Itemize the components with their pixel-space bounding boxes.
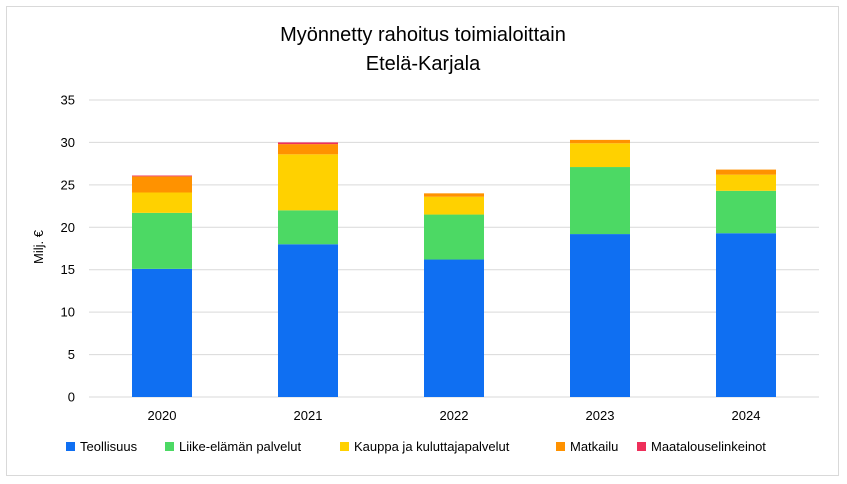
bar-2023-series-1 — [570, 167, 630, 235]
bar-2023-series-3 — [570, 139, 630, 144]
bar-2023-series-2 — [570, 143, 630, 168]
bar-2023-series-0 — [570, 234, 630, 397]
bar-2024-series-2 — [716, 174, 776, 191]
y-axis-label: Milj. € — [31, 229, 46, 264]
bar-2021-series-3 — [278, 144, 338, 155]
y-tick-label: 0 — [68, 390, 75, 405]
x-tick-label: 2024 — [732, 408, 761, 423]
chart-subtitle: Etelä-Karjala — [366, 53, 481, 75]
y-tick-label: 25 — [61, 177, 75, 192]
legend-label: Kauppa ja kuluttajapalvelut — [354, 439, 510, 454]
bar-2024-series-0 — [716, 233, 776, 397]
y-tick-label: 10 — [61, 305, 75, 320]
x-tick-label: 2023 — [586, 408, 615, 423]
legend-swatch — [637, 442, 646, 451]
y-tick-label: 30 — [61, 135, 75, 150]
bar-2020-series-4 — [132, 175, 192, 177]
y-tick-label: 20 — [61, 220, 75, 235]
bar-2022-series-2 — [424, 196, 484, 215]
bar-2021-series-1 — [278, 210, 338, 245]
x-axis-ticks: 2020 2021 2022 2023 2024 — [148, 408, 761, 423]
legend-label: Maatalouselinkeinot — [651, 439, 766, 454]
x-tick-label: 2021 — [294, 408, 323, 423]
legend-label: Teollisuus — [80, 439, 138, 454]
legend-swatch — [165, 442, 174, 451]
y-tick-label: 15 — [61, 262, 75, 277]
bar-2024-series-3 — [716, 169, 776, 175]
bar-2020-series-3 — [132, 176, 192, 193]
bar-2022-series-3 — [424, 193, 484, 197]
chart-frame: Myönnetty rahoitus toimialoittain Etelä-… — [6, 6, 839, 476]
legend: Teollisuus Liike-elämän palvelut Kauppa ja… — [66, 439, 766, 454]
y-tick-label: 35 — [61, 93, 75, 108]
bar-2022-series-0 — [424, 259, 484, 397]
legend-label: Matkailu — [570, 439, 618, 454]
bar-2020-series-0 — [132, 268, 192, 397]
bar-2022-series-1 — [424, 214, 484, 260]
legend-swatch — [66, 442, 75, 451]
bar-2020-series-1 — [132, 212, 192, 269]
bar-2024-series-1 — [716, 190, 776, 234]
bar-2021-series-2 — [278, 154, 338, 211]
legend-swatch — [556, 442, 565, 451]
x-tick-label: 2020 — [148, 408, 177, 423]
legend-swatch — [340, 442, 349, 451]
bars — [132, 139, 776, 397]
bar-2020-series-2 — [132, 192, 192, 213]
bar-2021-series-0 — [278, 244, 338, 397]
y-axis-ticks: 0 5 10 15 20 25 30 35 — [61, 93, 75, 405]
chart-title: Myönnetty rahoitus toimialoittain — [280, 24, 566, 46]
y-tick-label: 5 — [68, 347, 75, 362]
chart-svg: Myönnetty rahoitus toimialoittain Etelä-… — [31, 24, 819, 454]
x-tick-label: 2022 — [440, 408, 469, 423]
legend-label: Liike-elämän palvelut — [179, 439, 302, 454]
bar-2021-series-4 — [278, 142, 338, 145]
